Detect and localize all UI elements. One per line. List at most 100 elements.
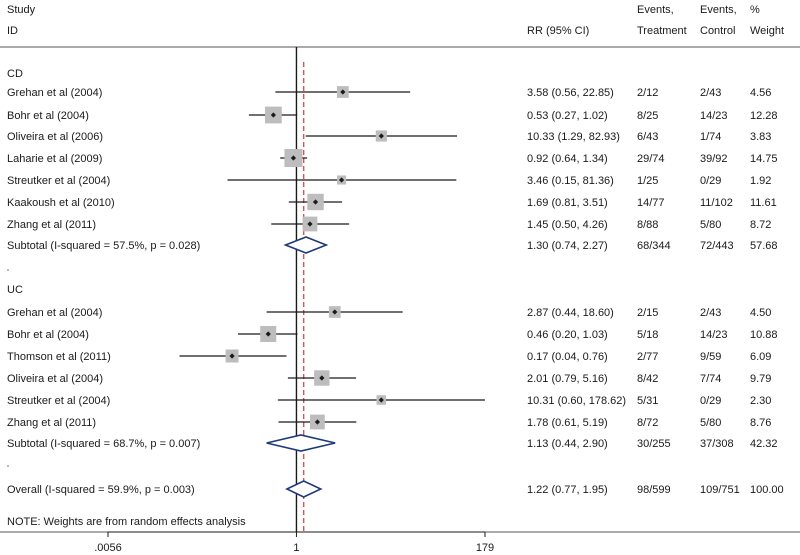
subtotal-events-control: 37/308 bbox=[700, 438, 734, 450]
point-estimate-marker bbox=[270, 112, 276, 118]
point-estimate-marker bbox=[307, 221, 313, 227]
overall-diamond bbox=[285, 480, 323, 498]
study-label: Grehan et al (2004) bbox=[7, 87, 102, 99]
study-rr-ci: 3.46 (0.15, 81.36) bbox=[527, 175, 614, 187]
subtotal-label: Subtotal (I-squared = 68.7%, p = 0.007) bbox=[7, 438, 200, 450]
study-events-control: 14/23 bbox=[700, 110, 728, 122]
study-label: Grehan et al (2004) bbox=[7, 307, 102, 319]
header-events-treatment-2: Treatment bbox=[637, 25, 687, 37]
study-events-control: 7/74 bbox=[700, 373, 721, 385]
study-label: Oliveira et al (2006) bbox=[7, 131, 103, 143]
study-weight: 8.72 bbox=[750, 219, 771, 231]
study-events-control: 2/43 bbox=[700, 307, 721, 319]
study-label: Kaakoush et al (2010) bbox=[7, 197, 115, 209]
study-events-treatment: 8/72 bbox=[637, 417, 658, 429]
study-rr-ci: 0.17 (0.04, 0.76) bbox=[527, 351, 608, 363]
study-events-treatment: 14/77 bbox=[637, 197, 665, 209]
study-row: Zhang et al (2011) 1.78 (0.61, 5.19) 8/7… bbox=[7, 414, 771, 430]
study-weight: 12.28 bbox=[750, 110, 778, 122]
study-row: Streutker et al (2004) 10.31 (0.60, 178.… bbox=[7, 395, 771, 407]
study-row: Oliveira et al (2006) 10.33 (1.29, 82.93… bbox=[7, 130, 771, 143]
study-events-control: 11/102 bbox=[700, 197, 733, 209]
study-rr-ci: 1.69 (0.81, 3.51) bbox=[527, 197, 608, 209]
study-events-control: 0/29 bbox=[700, 175, 721, 187]
study-events-control: 5/80 bbox=[700, 219, 721, 231]
study-rr-ci: 2.87 (0.44, 18.60) bbox=[527, 307, 614, 319]
study-events-control: 5/80 bbox=[700, 417, 721, 429]
study-label: Zhang et al (2011) bbox=[7, 219, 96, 231]
group-label-uc: UC bbox=[7, 284, 23, 296]
study-events-treatment: 2/15 bbox=[637, 307, 658, 319]
x-tick-label: .0056 bbox=[94, 542, 122, 554]
study-rr-ci: 2.01 (0.79, 5.16) bbox=[527, 373, 608, 385]
point-estimate-marker bbox=[290, 155, 297, 161]
header-rr: RR (95% CI) bbox=[527, 25, 589, 37]
study-events-treatment: 6/43 bbox=[637, 131, 658, 143]
subtotal-events-treatment: 68/344 bbox=[637, 240, 671, 252]
x-tick-label: 1 bbox=[293, 542, 299, 554]
study-rr-ci: 1.45 (0.50, 4.26) bbox=[527, 219, 608, 231]
study-label: Zhang et al (2011) bbox=[7, 417, 96, 429]
header-events-control-2: Control bbox=[700, 25, 735, 37]
point-estimate-marker bbox=[314, 419, 321, 425]
x-tick-label: 179 bbox=[476, 542, 494, 554]
subtotal-events-control: 72/443 bbox=[700, 240, 734, 252]
study-events-control: 14/23 bbox=[700, 329, 728, 341]
study-weight: 11.61 bbox=[750, 197, 777, 209]
point-estimate-marker bbox=[229, 353, 235, 359]
study-row: Bohr et al (2004) 0.53 (0.27, 1.02) 8/25… bbox=[7, 106, 778, 124]
study-events-treatment: 29/74 bbox=[637, 153, 665, 165]
point-estimate-marker bbox=[378, 397, 384, 403]
study-weight: 4.56 bbox=[750, 87, 771, 99]
study-weight: 9.79 bbox=[750, 373, 771, 385]
study-events-control: 0/29 bbox=[700, 395, 721, 407]
study-rr-ci: 3.58 (0.56, 22.85) bbox=[527, 87, 614, 99]
study-rr-ci: 0.53 (0.27, 1.02) bbox=[527, 110, 608, 122]
subtotal-diamond bbox=[283, 236, 329, 254]
study-label: Thomson et al (2011) bbox=[7, 351, 111, 363]
subtotal-rr-ci: 1.30 (0.74, 2.27) bbox=[527, 240, 608, 252]
study-label: Streutker et al (2004) bbox=[7, 395, 110, 407]
subtotal-row: Subtotal (I-squared = 57.5%, p = 0.028) … bbox=[7, 236, 778, 254]
study-events-treatment: 8/25 bbox=[637, 110, 658, 122]
footnote: NOTE: Weights are from random effects an… bbox=[7, 516, 246, 528]
study-rr-ci: 10.33 (1.29, 82.93) bbox=[527, 131, 620, 143]
study-events-treatment: 5/18 bbox=[637, 329, 658, 341]
study-row: Thomson et al (2011) 0.17 (0.04, 0.76) 2… bbox=[7, 349, 771, 363]
study-row: Grehan et al (2004) 3.58 (0.56, 22.85) 2… bbox=[7, 86, 771, 99]
group-label-cd: CD bbox=[7, 68, 23, 80]
study-label: Streutker et al (2004) bbox=[7, 175, 110, 187]
point-estimate-marker bbox=[338, 177, 345, 183]
study-events-treatment: 5/31 bbox=[637, 395, 658, 407]
subtotal-weight: 42.32 bbox=[750, 438, 778, 450]
subtotal-weight: 57.68 bbox=[750, 240, 778, 252]
study-weight: 2.30 bbox=[750, 395, 771, 407]
study-weight: 6.09 bbox=[750, 351, 771, 363]
header-weight-1: % bbox=[750, 4, 760, 16]
study-rr-ci: 1.78 (0.61, 5.19) bbox=[527, 417, 608, 429]
overall-rr-ci: 1.22 (0.77, 1.95) bbox=[527, 484, 608, 496]
study-label: Bohr et al (2004) bbox=[7, 110, 89, 122]
study-row: Bohr et al (2004) 0.46 (0.20, 1.03) 5/18… bbox=[7, 325, 778, 343]
spacer-dot bbox=[7, 465, 9, 467]
point-estimate-marker bbox=[340, 89, 346, 95]
x-axis: .0056 1 179 bbox=[94, 531, 494, 554]
study-rr-ci: 0.92 (0.64, 1.34) bbox=[527, 153, 608, 165]
study-weight: 14.75 bbox=[750, 153, 778, 165]
study-label: Bohr et al (2004) bbox=[7, 329, 89, 341]
overall-weight: 100.00 bbox=[750, 484, 784, 496]
study-weight: 8.76 bbox=[750, 417, 771, 429]
study-row: Laharie et al (2009) 0.92 (0.64, 1.34) 2… bbox=[7, 149, 778, 167]
study-events-treatment: 2/77 bbox=[637, 351, 658, 363]
subtotal-row: Subtotal (I-squared = 68.7%, p = 0.007) … bbox=[7, 434, 778, 452]
study-events-control: 9/59 bbox=[700, 351, 721, 363]
study-row: Grehan et al (2004) 2.87 (0.44, 18.60) 2… bbox=[7, 306, 771, 319]
overall-label: Overall (I-squared = 59.9%, p = 0.003) bbox=[7, 484, 195, 496]
study-events-control: 39/92 bbox=[700, 153, 728, 165]
point-estimate-marker bbox=[378, 133, 384, 139]
study-events-treatment: 1/25 bbox=[637, 175, 658, 187]
header-events-treatment-1: Events, bbox=[637, 4, 674, 16]
overall-events-control: 109/751 bbox=[700, 484, 740, 496]
subtotal-diamond bbox=[266, 434, 336, 452]
